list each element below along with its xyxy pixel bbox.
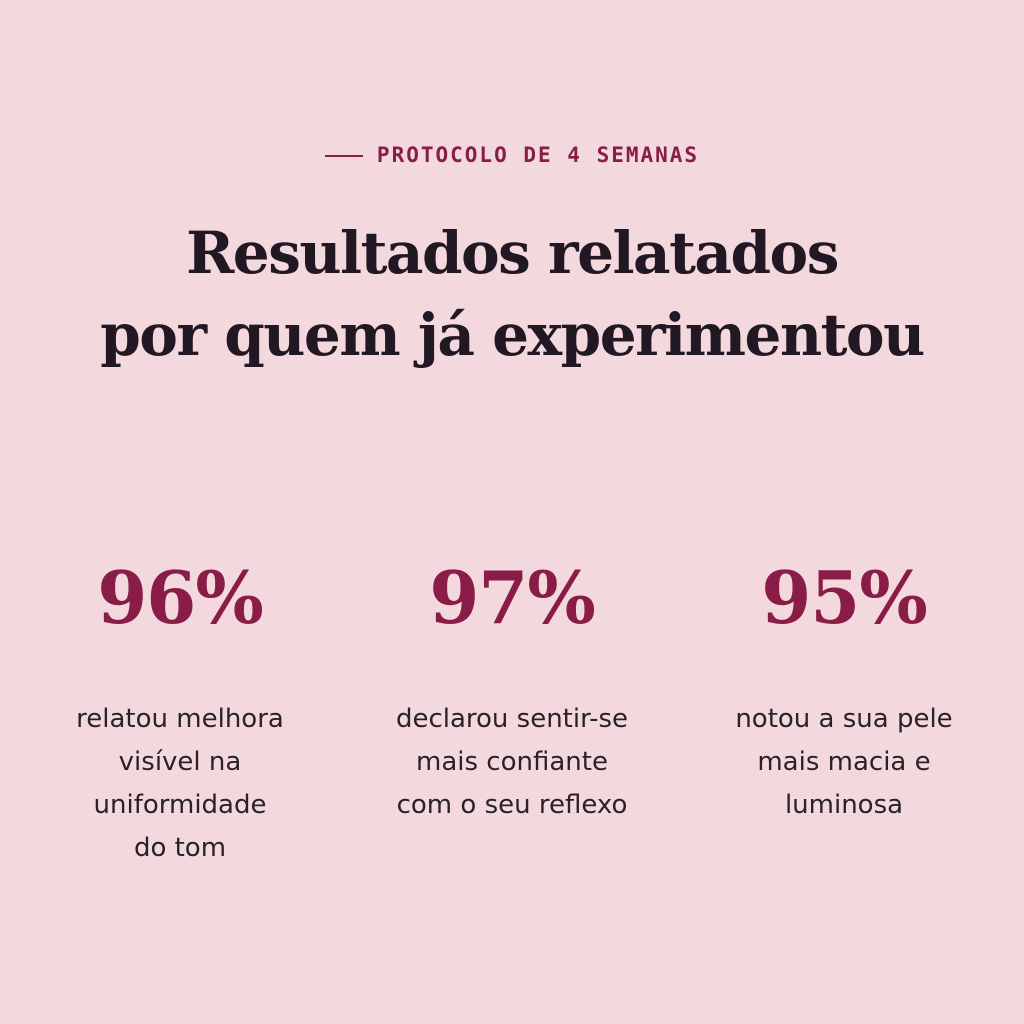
stat-description-line: visível na: [118, 747, 242, 777]
page-title-line-2: por quem já experimentou: [100, 301, 925, 369]
stat-card: 95% notou a sua pele mais macia e lumino…: [694, 550, 994, 870]
stat-description-line: luminosa: [784, 790, 904, 820]
stat-description: relatou melhora visível na uniformidade …: [30, 698, 330, 870]
stat-card: 97% declarou sentir-se mais confiante co…: [362, 550, 662, 870]
eyebrow-text: PROTOCOLO DE 4 SEMANAS: [376, 143, 700, 167]
stat-description-line: declarou sentir-se: [395, 704, 629, 734]
stat-card: 96% relatou melhora visível na uniformid…: [30, 550, 330, 870]
stat-description-line: mais confiante: [416, 747, 608, 777]
stat-description-line: com o seu reflexo: [396, 790, 628, 820]
stat-description-line: do tom: [133, 833, 227, 863]
stat-description-line: mais macia e: [757, 747, 931, 777]
stat-description-line: notou a sua pele: [735, 704, 953, 734]
stat-description-line: uniformidade: [93, 790, 267, 820]
stats-row: 96% relatou melhora visível na uniformid…: [30, 550, 994, 870]
eyebrow: PROTOCOLO DE 4 SEMANAS: [0, 143, 1024, 167]
eyebrow-dash: [324, 154, 363, 157]
page-title: Resultados relatados por quem já experim…: [0, 212, 1024, 376]
stat-percentage: 97%: [429, 555, 596, 640]
stat-percentage: 96%: [97, 555, 264, 640]
stat-description: notou a sua pele mais macia e luminosa: [694, 698, 994, 827]
stat-percentage: 95%: [761, 555, 928, 640]
stat-description: declarou sentir-se mais confiante com o …: [362, 698, 662, 827]
stat-description-line: relatou melhora: [76, 704, 284, 734]
page-title-line-1: Resultados relatados: [186, 219, 839, 287]
